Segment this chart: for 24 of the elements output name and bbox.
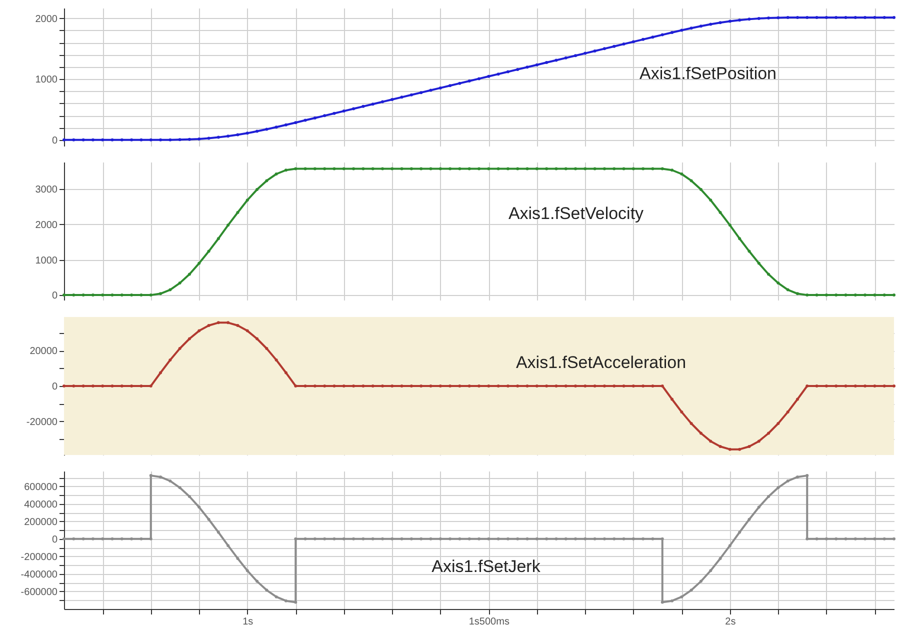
y-tick-label: 400000 [24, 499, 58, 510]
y-tick-label: 200000 [24, 516, 58, 528]
series-label: Axis1.fSetJerk [432, 557, 541, 576]
y-tick-label: 2000 [35, 220, 58, 231]
y-tick-label: -20000 [26, 416, 58, 428]
y-tick-label: 0 [52, 534, 58, 546]
y-tick-label: -200000 [20, 552, 58, 563]
y-tick-label: 1000 [35, 74, 58, 86]
series-label: Axis1.fSetVelocity [508, 204, 644, 223]
y-tick-label: 3000 [35, 184, 58, 196]
y-tick-label: -400000 [20, 569, 58, 580]
x-tick-label: 1s500ms [468, 616, 510, 628]
series-label: Axis1.fSetAcceleration [516, 353, 686, 372]
y-tick-label: 1000 [35, 255, 58, 266]
y-tick-label: 600000 [24, 482, 58, 493]
y-tick-label: 20000 [30, 346, 58, 358]
x-tick-label: 1s [242, 616, 254, 628]
y-tick-label: 2000 [35, 14, 58, 25]
y-tick-label: 0 [52, 135, 58, 146]
series-label: Axis1.fSetPosition [639, 64, 777, 83]
y-tick-label: 0 [52, 382, 58, 392]
y-tick-label: -600000 [20, 586, 58, 598]
x-tick-label: 2s [725, 616, 736, 628]
y-tick-label: 0 [52, 290, 58, 302]
